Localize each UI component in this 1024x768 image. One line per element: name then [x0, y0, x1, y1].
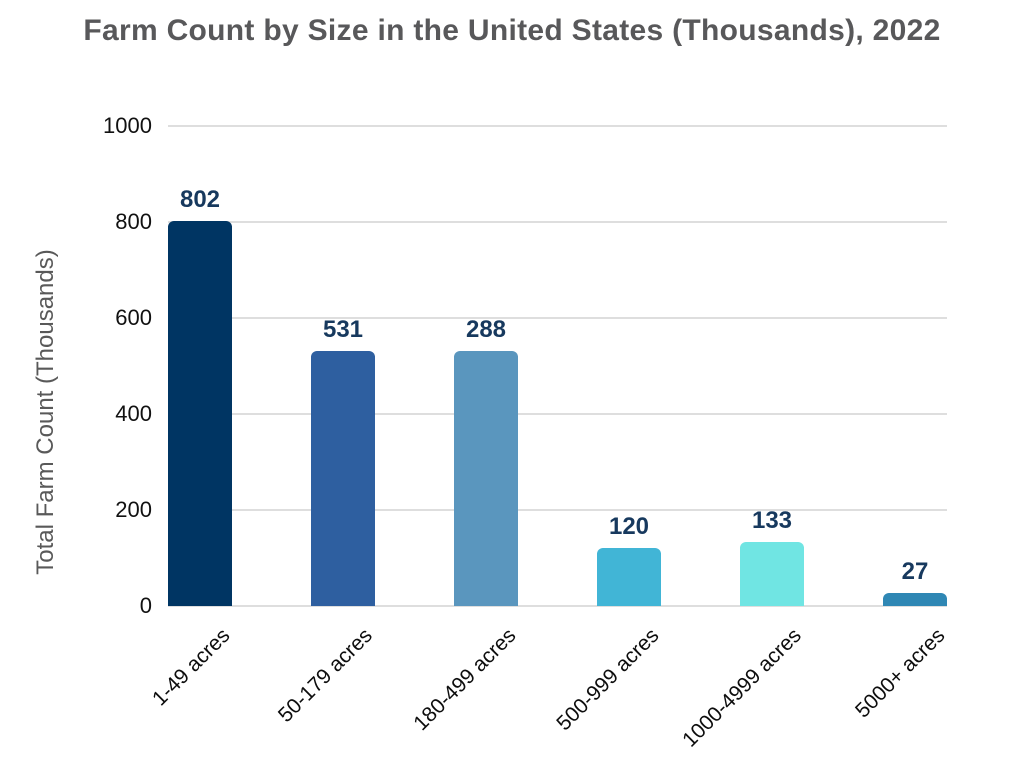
bar-1-49-acres — [168, 221, 232, 606]
y-tick-label: 800 — [115, 209, 152, 234]
x-tick-label: 180-499 acres — [409, 624, 521, 736]
y-axis-title: Total Farm Count (Thousands) — [32, 249, 59, 575]
bar-value-label: 27 — [901, 558, 929, 585]
bar-500-999-acres — [597, 548, 661, 606]
gridline — [168, 125, 947, 127]
x-tick-label: 1-49 acres — [147, 624, 235, 711]
chart-title: Farm Count by Size in the United States … — [83, 14, 941, 47]
y-tick-label: 600 — [115, 305, 152, 330]
gridline — [168, 317, 947, 319]
bar-value-label: 120 — [608, 513, 650, 540]
plot-area: 802 1-49 acres 531 50-179 acres 288 180-499 a… — [148, 125, 949, 752]
bar-value-label: 133 — [751, 507, 793, 534]
bar-1000-4999-acres — [740, 542, 804, 606]
y-tick-label: 400 — [115, 401, 152, 426]
gridline — [168, 605, 947, 607]
bar-5000-acres — [883, 593, 947, 606]
gridline — [168, 221, 947, 223]
y-tick-label: 1000 — [103, 113, 152, 138]
y-tick-label: 200 — [115, 497, 152, 522]
x-tick-label: 5000+ acres — [850, 624, 950, 723]
bar-180-499-acres — [454, 351, 518, 606]
x-tick-label: 1000-4999 acres — [678, 624, 807, 752]
x-tick-label: 500-999 acres — [552, 624, 664, 736]
bar-value-label: 531 — [322, 316, 364, 343]
bar-50-179-acres — [311, 351, 375, 606]
y-tick-label: 0 — [139, 593, 152, 618]
bar-value-label: 288 — [465, 316, 507, 343]
bar-value-label: 802 — [179, 186, 221, 213]
x-tick-label: 50-179 acres — [274, 624, 378, 727]
gridline — [168, 509, 947, 511]
gridline — [168, 413, 947, 415]
